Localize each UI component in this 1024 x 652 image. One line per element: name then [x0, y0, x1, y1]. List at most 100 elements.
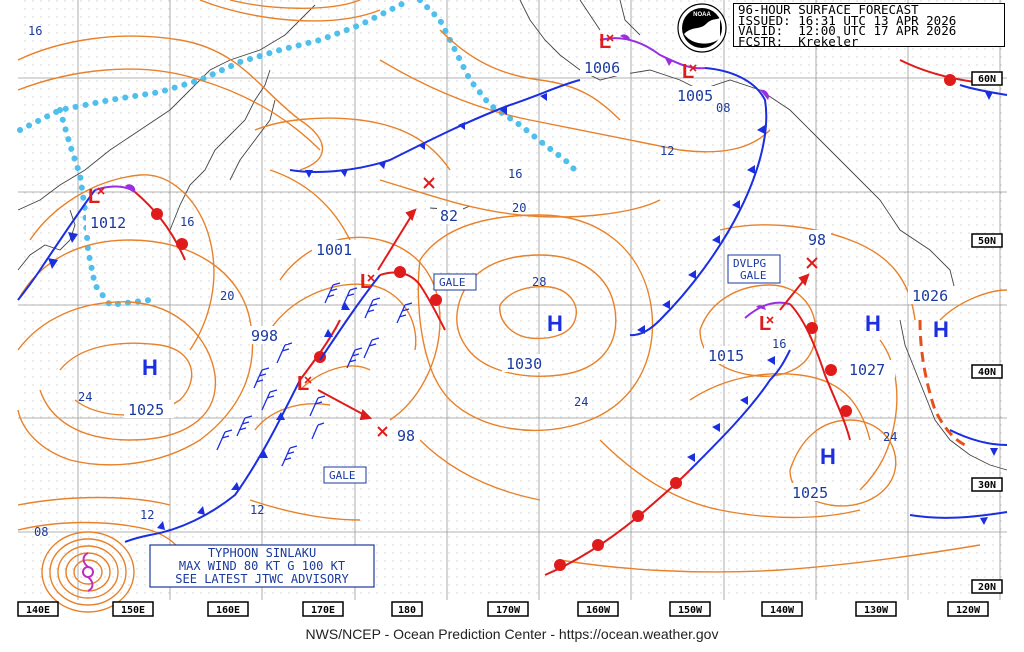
- svg-text:16: 16: [508, 167, 522, 181]
- cold-fronts: [17, 67, 1008, 543]
- svg-text:30N: 30N: [978, 480, 996, 491]
- svg-text:20N: 20N: [978, 582, 996, 593]
- svg-text:1030: 1030: [506, 355, 542, 373]
- svg-text:24: 24: [574, 395, 588, 409]
- pressure-label: 1025: [124, 400, 174, 419]
- svg-text:NOAA: NOAA: [693, 12, 711, 18]
- isobars: [17, 0, 1008, 581]
- svg-text:12: 12: [140, 508, 154, 522]
- lon-label: 150E: [112, 601, 154, 617]
- gale-warning: GALE: [323, 466, 367, 484]
- svg-text:L: L: [682, 61, 694, 83]
- lat-label: 60N: [971, 71, 1003, 86]
- svg-text:1001: 1001: [316, 241, 352, 259]
- map-background: [18, 0, 1007, 600]
- svg-text:60N: 60N: [978, 74, 996, 85]
- graticule: [18, 0, 1007, 600]
- header-title: 96-HOUR SURFACE FORECAST: [738, 2, 919, 17]
- lon-label: 150W: [669, 601, 711, 617]
- svg-text:130W: 130W: [864, 605, 889, 616]
- latitude-labels: 60N 50N 40N 30N 20N: [971, 71, 1003, 594]
- forecast-pressures: 82 98 98: [394, 206, 831, 445]
- lat-label: 40N: [971, 364, 1003, 379]
- svg-text:140E: 140E: [26, 605, 50, 616]
- svg-text:24: 24: [883, 430, 897, 444]
- svg-text:40N: 40N: [978, 367, 996, 378]
- svg-text:160E: 160E: [216, 605, 240, 616]
- header-issued: ISSUED: 16:31 UTC 13 APR 2026: [738, 12, 957, 28]
- pressure-label: 1015: [704, 346, 754, 365]
- svg-text:150E: 150E: [121, 605, 145, 616]
- svg-text:170E: 170E: [311, 605, 335, 616]
- pressure-label: 1027: [845, 360, 895, 379]
- pressure-label: 1005: [673, 86, 723, 105]
- svg-text:1012: 1012: [90, 214, 126, 232]
- svg-text:L: L: [88, 186, 100, 208]
- svg-text:160W: 160W: [586, 605, 611, 616]
- lon-label: 170W: [487, 601, 529, 617]
- svg-text:1025: 1025: [128, 401, 164, 419]
- header-valid: VALID: 12:00 UTC 17 APR 2026: [738, 23, 957, 38]
- lon-label: 140E: [17, 601, 59, 617]
- lon-label: 170E: [302, 601, 344, 617]
- lat-label: 20N: [971, 579, 1003, 594]
- pressure-label: 1030: [502, 354, 552, 373]
- svg-text:12: 12: [250, 503, 264, 517]
- svg-text:20: 20: [512, 201, 526, 215]
- svg-text:16: 16: [772, 337, 786, 351]
- svg-text:L: L: [759, 313, 771, 335]
- longitude-labels: 140E 150E 160E 170E 180 170W 160W 150W 1…: [17, 601, 989, 617]
- forecast-pressure: 98: [394, 426, 420, 445]
- svg-text:TYPHOON SINLAKU: TYPHOON SINLAKU: [208, 546, 316, 560]
- cold-symbols: [48, 92, 998, 530]
- svg-text:82: 82: [440, 207, 458, 225]
- lon-label: 140W: [761, 601, 803, 617]
- svg-text:28: 28: [532, 275, 546, 289]
- svg-text:1005: 1005: [677, 87, 713, 105]
- gale-warning: GALE: [433, 273, 477, 291]
- svg-text:H: H: [820, 444, 836, 469]
- wind-barbs: [216, 282, 413, 467]
- svg-text:H: H: [547, 311, 563, 336]
- svg-text:170W: 170W: [496, 605, 521, 616]
- isobar-labels: 16 16 20 24 12 08 16 20 28 24 12 16 24 0…: [28, 24, 897, 539]
- pressure-label: 1026: [908, 286, 958, 305]
- svg-text:16: 16: [180, 215, 194, 229]
- svg-text:GALE: GALE: [740, 269, 767, 282]
- svg-text:998: 998: [251, 327, 278, 345]
- forecast-position-markers: [377, 177, 818, 437]
- svg-text:H: H: [142, 355, 158, 380]
- lat-label: 50N: [971, 233, 1003, 248]
- svg-text:140W: 140W: [770, 605, 795, 616]
- svg-text:SEE LATEST JTWC ADVISORY: SEE LATEST JTWC ADVISORY: [175, 572, 349, 586]
- pressure-label: 1001: [312, 240, 362, 259]
- svg-text:GALE: GALE: [329, 469, 356, 482]
- svg-text:08: 08: [34, 525, 48, 539]
- low-x-marks: [97, 34, 774, 384]
- svg-text:150W: 150W: [678, 605, 703, 616]
- svg-text:180: 180: [398, 605, 416, 616]
- svg-text:MAX WIND 80 KT G 100 KT: MAX WIND 80 KT G 100 KT: [179, 559, 345, 573]
- warm-symbols: [151, 74, 956, 571]
- svg-text:H: H: [933, 317, 949, 342]
- lat-label: 30N: [971, 477, 1003, 492]
- lon-label: 160W: [577, 601, 619, 617]
- trough: [918, 319, 966, 447]
- forecast-header: 96-HOUR SURFACE FORECAST ISSUED: 16:31 U…: [733, 3, 1005, 47]
- svg-text:20: 20: [220, 289, 234, 303]
- svg-text:GALE: GALE: [439, 276, 466, 289]
- svg-text:H: H: [865, 311, 881, 336]
- typhoon-advisory: TYPHOON SINLAKU MAX WIND 80 KT G 100 KT …: [149, 544, 375, 588]
- lon-label: 160E: [207, 601, 249, 617]
- svg-text:12: 12: [660, 144, 674, 158]
- svg-text:16: 16: [28, 24, 42, 38]
- svg-text:L: L: [360, 271, 372, 293]
- svg-text:1025: 1025: [792, 484, 828, 502]
- high-symbols: H H H H H: [142, 311, 949, 469]
- svg-text:120W: 120W: [956, 605, 981, 616]
- pressure-label: 1012: [86, 213, 136, 232]
- svg-text:24: 24: [78, 390, 92, 404]
